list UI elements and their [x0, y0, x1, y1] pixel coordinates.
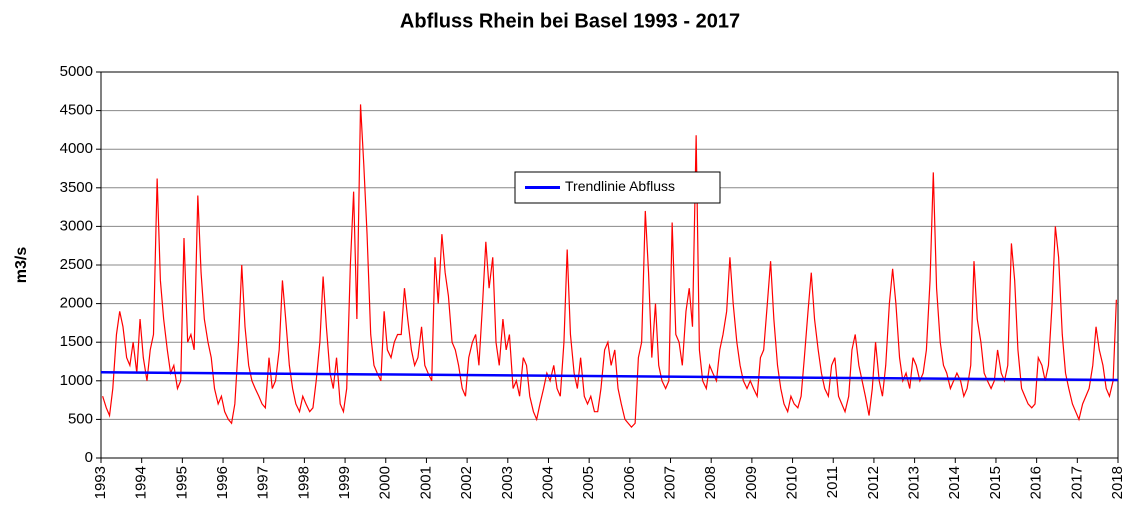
- y-tick-label: 1000: [60, 372, 93, 389]
- x-tick-label: 1993: [92, 466, 109, 499]
- plot-border: [100, 71, 1119, 459]
- x-tick-label: 2012: [865, 466, 882, 499]
- x-tick-label: 2002: [458, 466, 475, 499]
- x-tick-label: 1999: [336, 466, 353, 499]
- data-line: [100, 371, 1119, 382]
- legend-label: Trendlinie Abfluss: [565, 178, 675, 194]
- y-tick-label: 4000: [60, 140, 93, 157]
- x-tick-label: 1996: [214, 466, 231, 499]
- x-tick-label: 2006: [621, 466, 638, 499]
- x-tick-label: 2007: [661, 466, 678, 499]
- y-tick-label: 4500: [60, 102, 93, 119]
- x-tick-label: 2008: [702, 466, 719, 499]
- legend: Trendlinie Abfluss: [514, 171, 721, 204]
- x-tick-label: 1995: [173, 466, 190, 499]
- x-tick-label: 2000: [377, 466, 394, 499]
- y-tick-label: 500: [68, 410, 93, 427]
- data-line: [102, 104, 1117, 429]
- x-tick-label: 2011: [824, 466, 841, 498]
- x-tick-label: 2003: [499, 466, 516, 499]
- y-tick-label: 3000: [60, 217, 93, 234]
- x-tick-label: 2016: [1028, 466, 1045, 499]
- x-tick-label: 2004: [539, 466, 556, 499]
- x-tick-label: 2014: [946, 466, 963, 499]
- chart-title: Abfluss Rhein bei Basel 1993 - 2017: [400, 10, 740, 32]
- x-tick-label: 1997: [255, 466, 272, 499]
- x-tick-label: 1998: [295, 466, 312, 499]
- y-axis-label: m3/s: [13, 247, 30, 284]
- y-tick-label: 3500: [60, 179, 93, 196]
- y-tick-label: 5000: [60, 63, 93, 80]
- y-tick-label: 0: [85, 449, 93, 466]
- x-tick-label: 2015: [987, 466, 1004, 499]
- x-tick-label: 1994: [133, 466, 150, 499]
- x-tick-label: 2010: [784, 466, 801, 499]
- x-tick-label: 2017: [1068, 466, 1085, 499]
- x-tick-label: 2013: [906, 466, 923, 499]
- y-tick-label: 2500: [60, 256, 93, 273]
- x-tick-label: 2001: [417, 466, 434, 499]
- x-tick-label: 2005: [580, 466, 597, 499]
- x-tick-label: 2018: [1109, 466, 1126, 499]
- x-tick-label: 2009: [743, 466, 760, 499]
- y-tick-label: 1500: [60, 333, 93, 350]
- y-tick-label: 2000: [60, 295, 93, 312]
